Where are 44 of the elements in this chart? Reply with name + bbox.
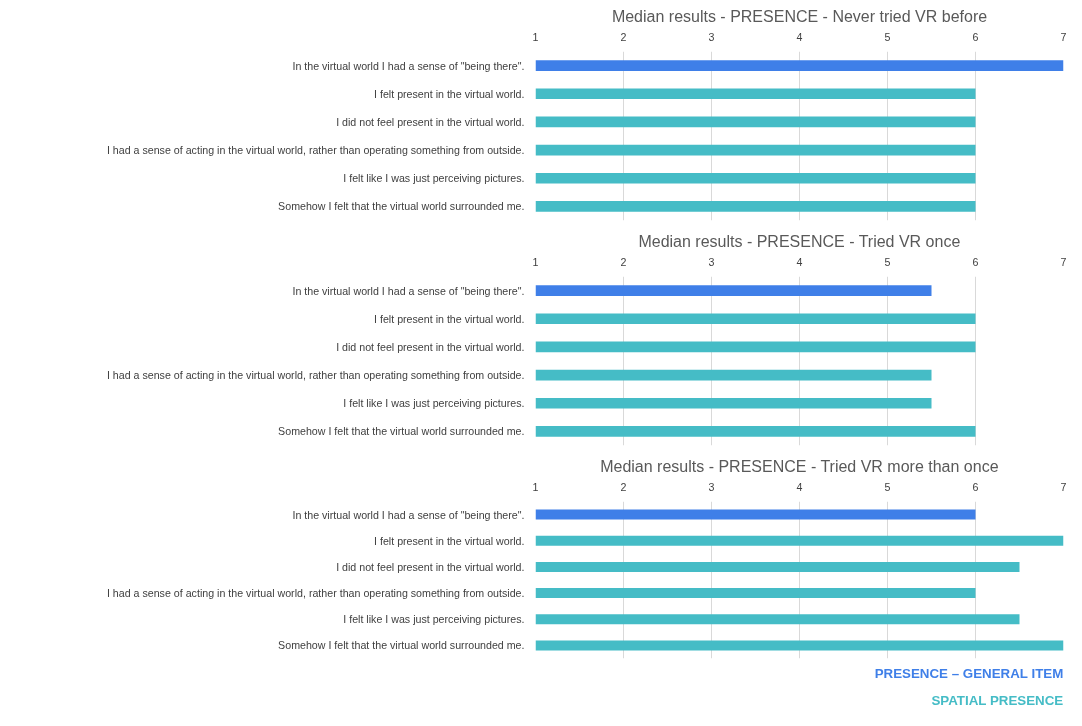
x-tick-label: 3 [708,480,715,493]
y-tick-label: Somehow I felt that the virtual world surrounded me. [278,425,525,438]
x-tick-label: 7 [1060,480,1067,493]
chart-title: Median results - PRESENCE - Tried VR once [638,232,961,250]
chart-title: Median results - PRESENCE - Never tried VR before [611,7,988,25]
y-tick-label: I did not feel present in the virtual world. [336,560,525,573]
y-tick-label: In the virtual world I had a sense of "being there". [292,284,525,297]
x-tick-label: 5 [884,480,891,493]
x-tick-label: 7 [1060,255,1067,268]
x-tick-label: 1 [532,30,539,43]
x-tick-label: 1 [532,255,539,268]
y-tick-label: In the virtual world I had a sense of "being there". [292,508,525,521]
text: PRESENCE – GENERAL ITEM [874,665,1064,681]
y-tick-label: I did not feel present in the virtual world. [336,340,525,353]
y-tick-label: I felt present in the virtual world. [374,87,525,100]
y-tick-label: I felt present in the virtual world. [374,534,525,547]
y-tick-label: I had a sense of acting in the virtual world, rather than operating something from outside. [106,144,525,157]
x-tick-label: 6 [972,255,979,268]
x-tick-label: 3 [708,30,715,43]
x-tick-label: 5 [884,255,891,268]
y-tick-label: I felt like I was just perceiving pictures. [343,172,525,185]
x-tick-label: 1 [532,480,539,493]
y-tick-label: I felt like I was just perceiving pictures. [343,397,525,410]
y-tick-label: I did not feel present in the virtual world. [336,115,525,128]
y-tick-label: I had a sense of acting in the virtual world, rather than operating something from outside. [106,369,525,382]
x-tick-label: 2 [620,255,627,268]
x-tick-label: 2 [620,480,627,493]
y-tick-label: Somehow I felt that the virtual world surrounded me. [278,639,525,652]
x-tick-label: 5 [884,30,891,43]
x-tick-label: 4 [796,30,803,43]
y-tick-label: In the virtual world I had a sense of "being there". [292,59,525,72]
x-tick-label: 2 [620,30,627,43]
y-tick-label: I felt present in the virtual world. [374,312,525,325]
x-tick-label: 3 [708,255,715,268]
x-tick-label: 6 [972,30,979,43]
x-tick-label: 6 [972,480,979,493]
chart-title: Median results - PRESENCE - Tried VR more than once [600,457,999,475]
x-tick-label: 7 [1060,30,1067,43]
y-tick-label: I had a sense of acting in the virtual world, rather than operating something from outside. [106,587,525,600]
text: SPATIAL PRESENCE [931,692,1064,708]
x-tick-label: 4 [796,480,803,493]
x-tick-label: 4 [796,255,803,268]
y-tick-label: Somehow I felt that the virtual world surrounded me. [278,200,525,213]
y-tick-label: I felt like I was just perceiving pictures. [343,613,525,626]
